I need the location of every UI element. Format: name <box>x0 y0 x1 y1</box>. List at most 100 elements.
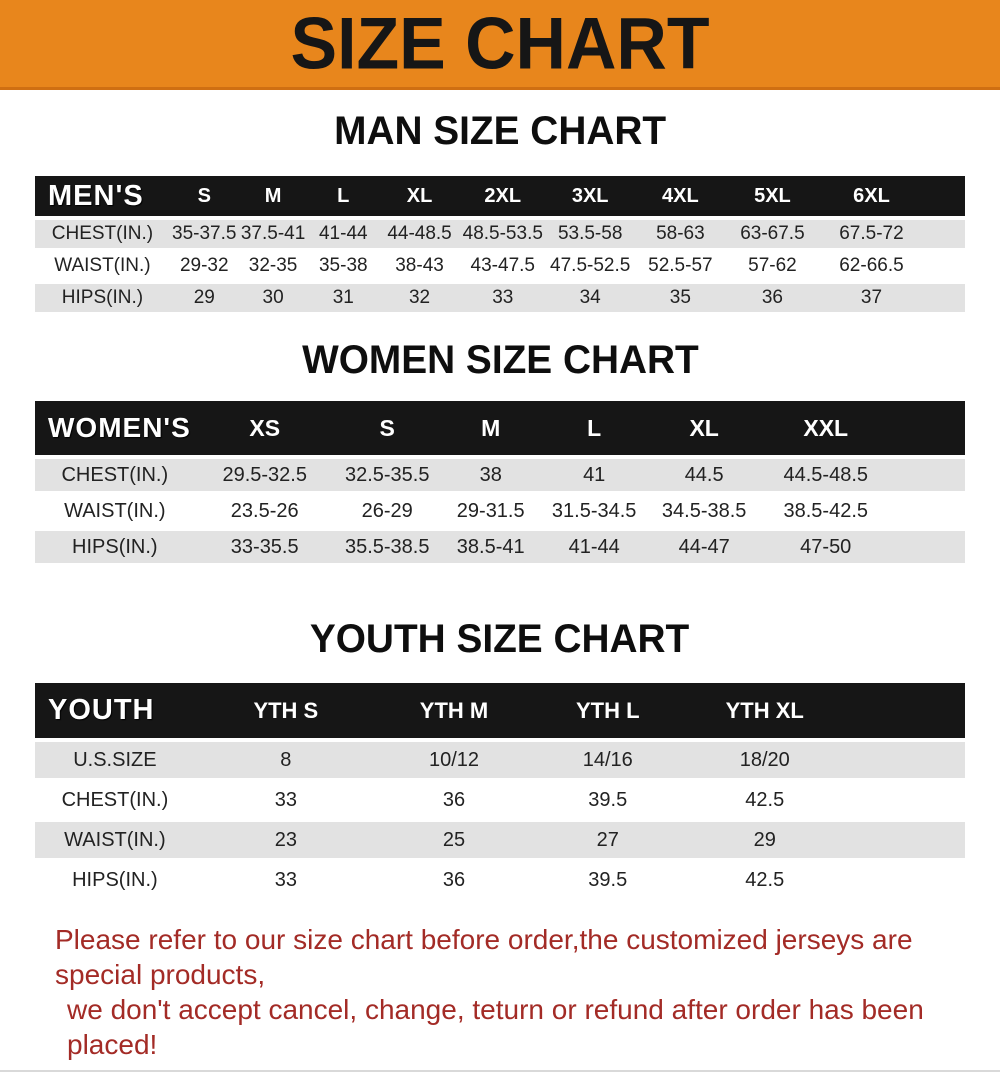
row-spacer <box>845 822 965 858</box>
size-value: 18/20 <box>739 748 790 771</box>
measurement-label: WAIST(IN.) <box>64 499 166 522</box>
table-row: HIPS(IN.) 33-35.5 35.5-38.5 38.5-41 41-44 44-… <box>35 531 965 563</box>
man-section-heading: MAN SIZE CHART <box>0 111 1000 151</box>
size-value: 39.5 <box>588 788 628 811</box>
size-value: 38.5-41 <box>456 535 525 558</box>
size-value: 44.5 <box>684 463 724 486</box>
size-column-header: XS <box>249 414 281 441</box>
row-spacer <box>845 742 965 778</box>
size-value: 42.5 <box>745 868 785 891</box>
size-value: 63-67.5 <box>740 223 805 244</box>
size-value: 34.5-38.5 <box>661 499 747 522</box>
size-value: 44-47 <box>678 535 730 558</box>
header-spacer <box>924 176 965 216</box>
size-value: 47-50 <box>800 535 852 558</box>
measurement-label: U.S.SIZE <box>73 748 157 771</box>
size-value: 37 <box>860 287 883 308</box>
measurement-label: WAIST(IN.) <box>54 255 151 276</box>
size-value: 35 <box>669 287 691 308</box>
size-value: 33 <box>274 788 297 811</box>
size-value: 58-63 <box>656 223 705 244</box>
row-spacer <box>924 220 965 248</box>
women-section-heading: WOMEN SIZE CHART <box>0 340 1000 380</box>
size-value: 43-47.5 <box>470 255 535 276</box>
mens-size-table: MEN'S S M L XL 2XL 3XL 4XL 5XL 6XL CHEST(IN.) 35-37… <box>35 172 965 316</box>
man-section-heading-text: MAN SIZE CHART <box>334 109 666 153</box>
size-column-header: XL <box>689 414 719 441</box>
size-value: 23 <box>274 828 297 851</box>
table-row: CHEST(IN.) 29.5-32.5 32.5-35.5 38 41 44.5 44.5… <box>35 459 965 491</box>
table-title-cell: WOMEN'S <box>48 412 191 443</box>
measurement-label: HIPS(IN.) <box>72 868 158 891</box>
table-row: WAIST(IN.) 23.5-26 26-29 29-31.5 31.5-34.5 34… <box>35 495 965 527</box>
size-value: 53.5-58 <box>557 223 623 244</box>
measurement-label: CHEST(IN.) <box>51 223 154 244</box>
womens-size-table: WOMEN'S XS S M L XL XXL CHEST(IN.) 29.5-32.5 32.5… <box>35 397 965 567</box>
size-column-header: S <box>379 414 395 441</box>
size-value: 47.5-52.5 <box>550 255 631 276</box>
table-row: WAIST(IN.) 23 25 27 29 <box>35 822 965 858</box>
size-value: 36 <box>442 788 466 811</box>
youth-size-table: YOUTH YTH S YTH M YTH L YTH XL U.S.SIZE 8 10/12… <box>35 679 965 902</box>
size-value: 33-35.5 <box>230 535 299 558</box>
size-value: 31 <box>332 287 354 308</box>
table-title-cell: YOUTH <box>48 694 155 726</box>
size-value: 32-35 <box>248 255 298 276</box>
size-value: 29 <box>753 828 776 851</box>
size-value: 33 <box>274 868 297 891</box>
row-spacer <box>924 252 965 280</box>
women-section-heading-text: WOMEN SIZE CHART <box>301 338 699 382</box>
row-spacer <box>890 459 965 491</box>
size-value: 33 <box>492 287 514 308</box>
disclaimer-line-2: we don't accept cancel, change, teturn o… <box>67 994 924 1060</box>
size-value: 38 <box>479 463 502 486</box>
size-value: 35-37.5 <box>172 223 237 244</box>
size-value: 14/16 <box>582 748 633 771</box>
size-value: 36 <box>442 868 466 891</box>
size-value: 36 <box>761 287 783 308</box>
size-column-header: 2XL <box>484 184 522 207</box>
size-value: 41-44 <box>568 535 620 558</box>
measurement-label: CHEST(IN.) <box>61 463 169 486</box>
table-row: HIPS(IN.) 33 36 39.5 42.5 <box>35 862 965 898</box>
size-value: 67.5-72 <box>839 223 904 244</box>
disclaimer-line-1: Please refer to our size chart before or… <box>55 924 913 990</box>
table-header-row: WOMEN'S XS S M L XL XXL <box>35 401 965 455</box>
size-column-header: 3XL <box>571 184 609 207</box>
size-value: 34 <box>579 287 601 308</box>
row-spacer <box>890 495 965 527</box>
size-value: 8 <box>280 748 292 771</box>
size-column-header: 5XL <box>754 184 791 207</box>
size-value: 29.5-32.5 <box>222 463 307 486</box>
size-value: 10/12 <box>428 748 480 771</box>
table-row: U.S.SIZE 8 10/12 14/16 18/20 <box>35 742 965 778</box>
size-value: 30 <box>262 287 284 308</box>
size-column-header: L <box>337 184 350 207</box>
size-value: 29 <box>193 287 215 308</box>
table-row: WAIST(IN.) 29-32 32-35 35-38 38-43 43-47.5 47.… <box>35 252 965 280</box>
measurement-label: HIPS(IN.) <box>61 287 144 308</box>
size-value: 44-48.5 <box>387 223 452 244</box>
header-spacer <box>890 401 965 455</box>
size-column-header: YTH XL <box>725 697 804 723</box>
size-value: 32.5-35.5 <box>344 463 430 486</box>
size-value: 62-66.5 <box>839 255 904 276</box>
size-column-header: 4XL <box>662 184 699 207</box>
table-header-row: YOUTH YTH S YTH M YTH L YTH XL <box>35 683 965 738</box>
size-value: 52.5-57 <box>648 255 713 276</box>
size-value: 23.5-26 <box>230 499 299 522</box>
size-value: 39.5 <box>588 868 628 891</box>
measurement-label: CHEST(IN.) <box>61 788 169 811</box>
size-column-header: M <box>264 184 282 207</box>
size-column-header: YTH S <box>253 697 319 723</box>
size-value: 31.5-34.5 <box>551 499 637 522</box>
row-spacer <box>924 284 965 312</box>
table-row: CHEST(IN.) 35-37.5 37.5-41 41-44 44-48.5 48.5… <box>35 220 965 248</box>
size-value: 38-43 <box>395 255 444 276</box>
size-value: 26-29 <box>361 499 413 522</box>
youth-section-heading: YOUTH SIZE CHART <box>0 619 1000 659</box>
size-column-header: L <box>587 414 602 441</box>
size-value: 35.5-38.5 <box>344 535 430 558</box>
size-value: 29-31.5 <box>456 499 525 522</box>
size-column-header: XXL <box>803 414 849 441</box>
